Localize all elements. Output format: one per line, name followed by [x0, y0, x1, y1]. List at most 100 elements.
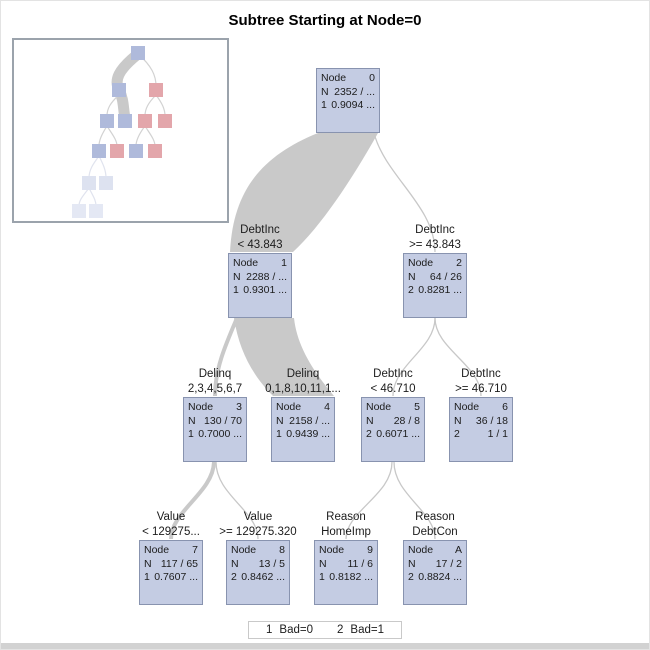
node-field-value: 1 / 1 — [487, 428, 508, 440]
node-field-value: 0.9439 ... — [286, 428, 330, 440]
mini-node-faded — [82, 176, 96, 190]
node-field-key: N — [366, 414, 374, 427]
tree-node-3[interactable]: Delinq 2,3,4,5,6,7 Node 3 N 130 / 70 1 0.70… — [183, 368, 247, 462]
tree-node-8[interactable]: Value >= 129275.320 Node 8 N 13 / 5 2 0.846… — [219, 511, 297, 605]
split-label: Reason HomeImp — [321, 511, 371, 538]
legend-key: 1 — [266, 624, 273, 636]
node-box[interactable]: Node 4 N 2158 / ... 1 0.9439 ... — [271, 397, 335, 462]
node-field-key: 2 — [366, 428, 372, 440]
node-field-key: Node — [233, 257, 259, 269]
window-bottom-strip — [1, 643, 649, 649]
mini-node-blue — [112, 83, 126, 97]
mini-node-red — [138, 114, 152, 128]
node-box[interactable]: Node 8 N 13 / 5 2 0.8462 ... — [226, 540, 290, 605]
node-field-key: Node — [188, 401, 214, 413]
legend-item-1: 1 Bad=0 — [266, 624, 313, 636]
mini-node-blue — [131, 46, 145, 60]
mini-node-red — [158, 114, 172, 128]
node-field-key: Node — [408, 257, 434, 269]
node-field-value: 1 — [281, 257, 287, 269]
medium-links — [169, 317, 239, 540]
node-box[interactable]: Node 1 N 2288 / ... 1 0.9301 ... — [228, 253, 292, 318]
legend-key: 2 — [337, 624, 344, 636]
node-field-value: 7 — [192, 544, 198, 556]
page-title: Subtree Starting at Node=0 — [228, 12, 422, 29]
tree-node-0[interactable]: Node 0 N 2352 / ... 1 0.9094 ... — [316, 68, 380, 133]
link-0-1 — [230, 133, 378, 252]
tree-node-7[interactable]: Value < 129275... Node 7 N 117 / 65 1 0.760… — [139, 511, 203, 605]
link-1-4 — [234, 318, 334, 396]
node-field-value: 0 — [369, 72, 375, 84]
node-field-value: 0.8281 ... — [418, 284, 462, 296]
node-field-key: N — [276, 414, 284, 427]
split-label: Value >= 129275.320 — [219, 511, 297, 538]
node-field-key: N — [408, 270, 416, 283]
node-box[interactable]: Node 0 N 2352 / ... 1 0.9094 ... — [316, 68, 380, 133]
node-field-value: 64 / 26 — [429, 270, 462, 283]
tree-node-4[interactable]: Delinq 0,1,8,10,11,1... Node 4 N 2158 / ..… — [265, 368, 341, 462]
link-3-7 — [169, 461, 216, 540]
tree-node-6[interactable]: DebtInc >= 46.710 Node 6 N 36 / 18 2 1 / 1 — [449, 368, 513, 462]
node-field-key: 2 — [408, 284, 414, 296]
node-field-key: 2 — [408, 571, 414, 583]
legend: 1 Bad=0 2 Bad=1 — [248, 621, 402, 639]
node-box[interactable]: Node 3 N 130 / 70 1 0.7000 ... — [183, 397, 247, 462]
link-5-9 — [345, 461, 393, 540]
node-field-key: 1 — [319, 571, 325, 583]
thin-links — [215, 132, 482, 540]
node-field-value: 0.8462 ... — [241, 571, 285, 583]
node-field-value: 0.9301 ... — [243, 284, 287, 296]
tree-node-5[interactable]: DebtInc < 46.710 Node 5 N 28 / 8 2 0.6071 .… — [361, 368, 425, 462]
split-label: Reason DebtCon — [412, 511, 458, 538]
node-field-key: Node — [366, 401, 392, 413]
node-field-key: Node — [144, 544, 170, 556]
overview-inset[interactable] — [12, 38, 229, 223]
link-0-2 — [373, 132, 436, 253]
tree-node-1[interactable]: DebtInc < 43.843 Node 1 N 2288 / ... 1 0.93… — [228, 224, 292, 318]
node-field-value: 0.8182 ... — [329, 571, 373, 583]
split-label: DebtInc >= 43.843 — [409, 224, 461, 251]
mini-node-faded — [99, 176, 113, 190]
mini-node-blue — [118, 114, 132, 128]
node-field-key: 2 — [454, 428, 460, 440]
node-field-value: 130 / 70 — [204, 414, 242, 427]
node-field-value: 2288 / ... — [246, 270, 287, 283]
node-field-key: Node — [276, 401, 302, 413]
mini-node-red — [110, 144, 124, 158]
node-box[interactable]: Node 6 N 36 / 18 2 1 / 1 — [449, 397, 513, 462]
link-5-A — [393, 461, 436, 540]
node-field-value: 36 / 18 — [475, 414, 508, 427]
node-field-key: 1 — [233, 284, 239, 296]
node-field-value: 0.7607 ... — [154, 571, 198, 583]
node-field-key: Node — [454, 401, 480, 413]
node-field-value: 9 — [367, 544, 373, 556]
node-box[interactable]: Node 5 N 28 / 8 2 0.6071 ... — [361, 397, 425, 462]
link-1-3 — [213, 317, 239, 397]
node-field-value: 4 — [324, 401, 330, 413]
mini-node-faded — [72, 204, 86, 218]
mini-node-blue — [92, 144, 106, 158]
split-label: DebtInc < 46.710 — [370, 368, 416, 395]
legend-label: Bad=0 — [279, 624, 313, 636]
node-box[interactable]: Node 9 N 11 / 6 1 0.8182 ... — [314, 540, 378, 605]
node-field-key: N — [231, 557, 239, 570]
node-field-value: 117 / 65 — [160, 557, 198, 570]
mini-node-blue — [100, 114, 114, 128]
split-label: DebtInc >= 46.710 — [455, 368, 507, 395]
legend-label: Bad=1 — [350, 624, 384, 636]
node-field-key: N — [321, 85, 329, 98]
legend-item-2: 2 Bad=1 — [337, 624, 384, 636]
overview-tree — [72, 46, 172, 218]
node-field-value: 0.8824 ... — [418, 571, 462, 583]
node-box[interactable]: Node A N 17 / 2 2 0.8824 ... — [403, 540, 467, 605]
mini-node-red — [149, 83, 163, 97]
tree-node-2[interactable]: DebtInc >= 43.843 Node 2 N 64 / 26 2 0.8281… — [403, 224, 467, 318]
mini-node-red — [148, 144, 162, 158]
node-field-key: N — [233, 270, 241, 283]
tree-node-A[interactable]: Reason DebtCon Node A N 17 / 2 2 0.8824 ... — [403, 511, 467, 605]
node-box[interactable]: Node 7 N 117 / 65 1 0.7607 ... — [139, 540, 203, 605]
node-field-key: Node — [319, 544, 345, 556]
tree-node-9[interactable]: Reason HomeImp Node 9 N 11 / 6 1 0.8182 ... — [314, 511, 378, 605]
node-box[interactable]: Node 2 N 64 / 26 2 0.8281 ... — [403, 253, 467, 318]
